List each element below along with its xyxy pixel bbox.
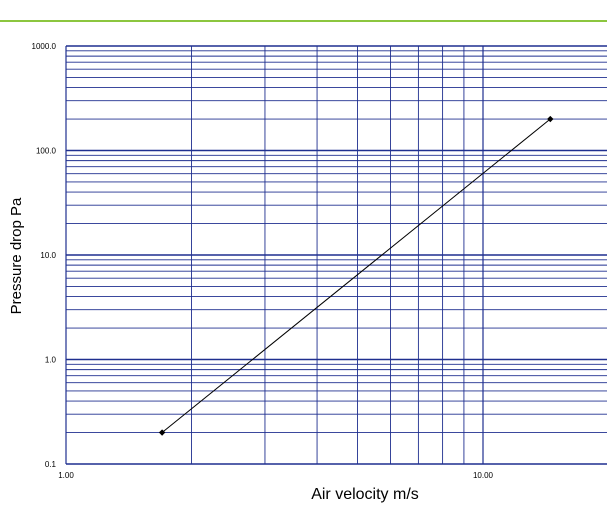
header-accent-bar bbox=[0, 0, 607, 22]
x-tick-label: 1.00 bbox=[58, 471, 74, 480]
series-line bbox=[161, 118, 551, 433]
series-group bbox=[158, 115, 554, 436]
y-tick-label: 100.0 bbox=[36, 147, 57, 156]
y-minor-gridlines bbox=[66, 50, 607, 433]
y-tick-labels: 0.1 1.0 10.0 100.0 1000.0 bbox=[32, 42, 57, 469]
y-tick-label: 0.1 bbox=[45, 460, 57, 469]
data-point-marker bbox=[547, 115, 554, 123]
x-tick-label: 10.00 bbox=[473, 471, 494, 480]
x-axis-label: Air velocity m/s bbox=[311, 486, 419, 503]
y-tick-label: 1.0 bbox=[45, 356, 57, 365]
y-tick-label: 1000.0 bbox=[32, 42, 57, 51]
y-tick-label: 10.0 bbox=[40, 251, 56, 260]
y-axis-label: Pressure drop Pa bbox=[8, 197, 25, 314]
x-tick-labels: 1.00 10.00 bbox=[58, 471, 493, 480]
y-major-gridlines bbox=[66, 45, 607, 465]
data-point-marker bbox=[158, 429, 166, 436]
header-accent-line bbox=[0, 20, 607, 22]
